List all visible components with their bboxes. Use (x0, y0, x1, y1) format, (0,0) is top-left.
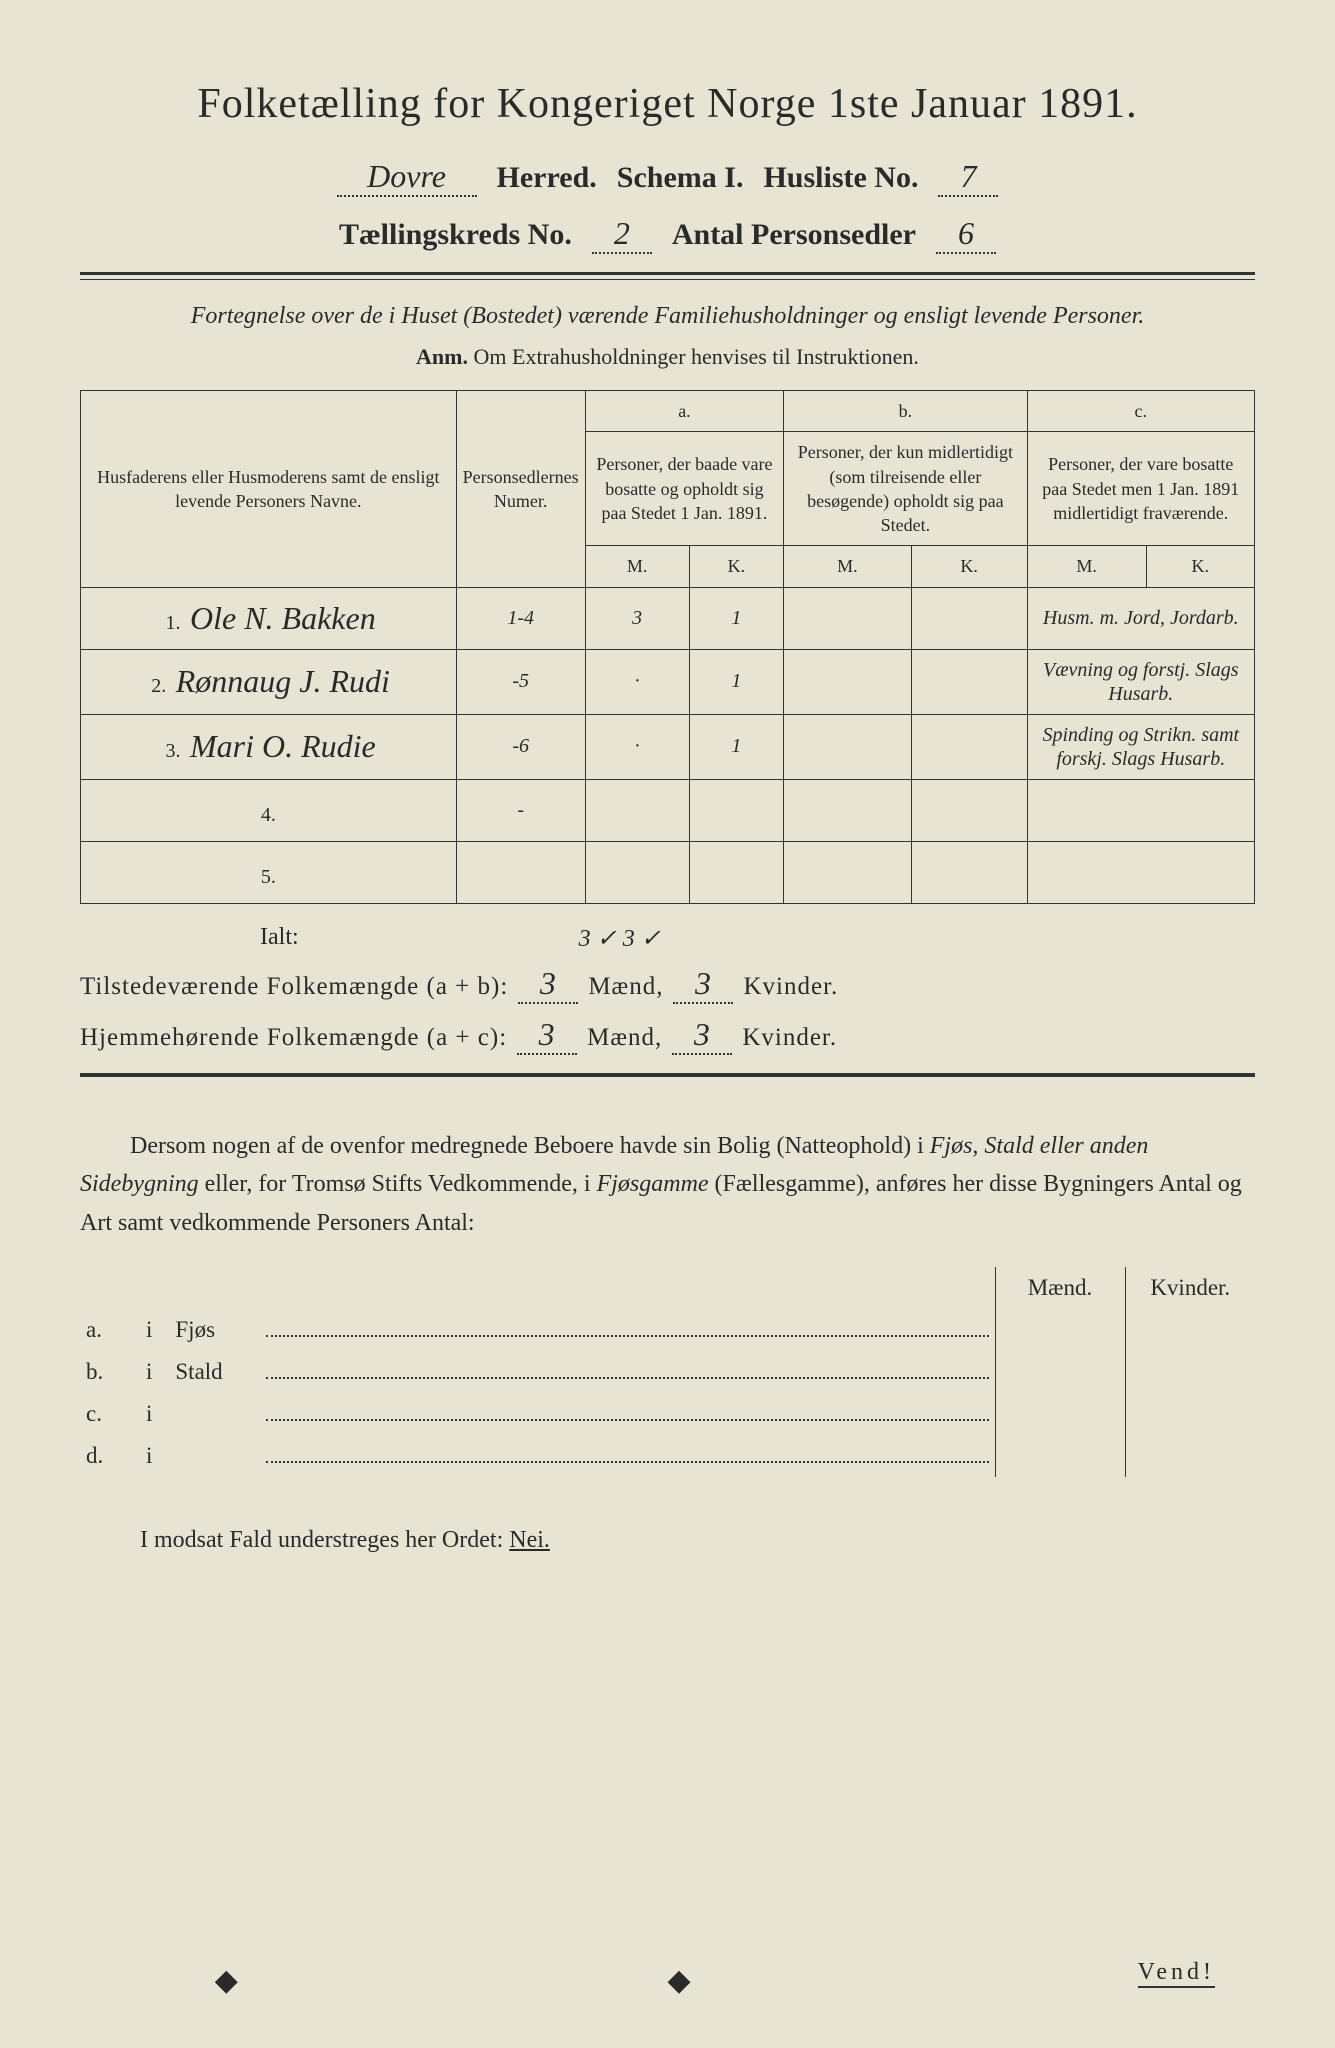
vend-label: Vend! (1138, 1959, 1215, 1988)
modsat-text: I modsat Fald understreges her Ordet: (140, 1527, 509, 1553)
col-c-desc: Personer, der vare bosatte paa Stedet me… (1027, 432, 1254, 546)
anm-line: Anm. Om Extrahusholdninger henvises til … (80, 344, 1255, 370)
summary-ab-label: Tilstedeværende Folkemængde (a + b): (80, 973, 508, 1001)
husliste-label: Husliste No. (763, 161, 918, 195)
side-row: b.i Stald (80, 1351, 1255, 1393)
page-title: Folketælling for Kongeriget Norge 1ste J… (80, 80, 1255, 128)
summary-ab-k: 3 (673, 965, 733, 1004)
summary-ac-mlabel: Mænd, (587, 1024, 662, 1052)
modsat-nei: Nei. (509, 1527, 550, 1553)
summary-ac-klabel: Kvinder. (742, 1024, 837, 1052)
divider-2 (80, 1073, 1255, 1077)
col-b-k: K. (911, 546, 1027, 587)
col-a-m: M. (585, 546, 689, 587)
col-name: Husfaderens eller Husmoderens samt de en… (81, 391, 457, 588)
col-c-m: M. (1027, 546, 1146, 587)
herred-label: Herred. (497, 161, 597, 195)
ialt-label: Ialt: (260, 924, 299, 953)
table-row: 4. - (81, 779, 1255, 841)
summary-ab-klabel: Kvinder. (743, 973, 838, 1001)
table-row: 3. Mari O. Rudie-6·1Spinding og Strikn. … (81, 714, 1255, 779)
summary-ac-m: 3 (517, 1016, 577, 1055)
table-row: 2. Rønnaug J. Rudi-5·1Vævning og forstj.… (81, 649, 1255, 714)
subtitle: Fortegnelse over de i Huset (Bostedet) v… (80, 298, 1255, 334)
side-paragraph: Dersom nogen af de ovenfor medregnede Be… (80, 1127, 1255, 1242)
antal-value: 6 (936, 215, 996, 254)
anm-label: Anm. (416, 344, 468, 369)
divider (80, 272, 1255, 280)
side-row: d.i (80, 1435, 1255, 1477)
summary-ac: Hjemmehørende Folkemængde (a + c): 3 Mæn… (80, 1016, 1255, 1055)
kreds-value: 2 (592, 215, 652, 254)
summary-ab: Tilstedeværende Folkemængde (a + b): 3 M… (80, 965, 1255, 1004)
para-1: Dersom nogen af de ovenfor medregnede Be… (130, 1133, 930, 1159)
table-row: 1. Ole N. Bakken1-431Husm. m. Jord, Jord… (81, 587, 1255, 649)
col-a-desc: Personer, der baade vare bosatte og opho… (585, 432, 784, 546)
header-row-2: Tællingskreds No. 2 Antal Personsedler 6 (80, 215, 1255, 254)
husliste-value: 7 (938, 158, 998, 197)
kreds-label: Tællingskreds No. (339, 218, 572, 252)
col-b-desc: Personer, der kun midlertidigt (som tilr… (784, 432, 1027, 546)
antal-label: Antal Personsedler (672, 218, 916, 252)
ialt-value: 3 ✓ 3 ✓ (579, 924, 661, 953)
col-c-k: K. (1146, 546, 1254, 587)
anm-text: Om Extrahusholdninger henvises til Instr… (474, 344, 919, 369)
para-i2: Fjøsgamme (597, 1171, 709, 1197)
modsat-line: I modsat Fald understreges her Ordet: Ne… (140, 1527, 1255, 1554)
side-row: a.i Fjøs (80, 1309, 1255, 1351)
herred-value: Dovre (337, 158, 477, 197)
ialt-row: Ialt: 3 ✓ 3 ✓ (260, 924, 1255, 953)
col-a-k: K. (689, 546, 784, 587)
summary-ac-k: 3 (672, 1016, 732, 1055)
main-table: Husfaderens eller Husmoderens samt de en… (80, 390, 1255, 904)
side-table: Mænd. Kvinder. a.i Fjøsb.i Staldc.i d.i (80, 1267, 1255, 1477)
side-maend: Mænd. (995, 1267, 1125, 1309)
summary-ab-m: 3 (518, 965, 578, 1004)
punch-marks: ◆◆ (0, 1963, 1335, 1998)
header-row-1: Dovre Herred. Schema I. Husliste No. 7 (80, 158, 1255, 197)
schema-label: Schema I. (617, 161, 744, 195)
col-b-top: b. (784, 391, 1027, 432)
col-c-top: c. (1027, 391, 1254, 432)
side-kvinder: Kvinder. (1125, 1267, 1255, 1309)
side-row: c.i (80, 1393, 1255, 1435)
col-numer: Personsedlernes Numer. (456, 391, 585, 588)
para-2: eller, for Tromsø Stifts Vedkommende, i (199, 1171, 597, 1197)
summary-ac-label: Hjemmehørende Folkemængde (a + c): (80, 1024, 507, 1052)
col-b-m: M. (784, 546, 911, 587)
col-a-top: a. (585, 391, 784, 432)
table-row: 5. (81, 841, 1255, 903)
summary-ab-mlabel: Mænd, (588, 973, 663, 1001)
